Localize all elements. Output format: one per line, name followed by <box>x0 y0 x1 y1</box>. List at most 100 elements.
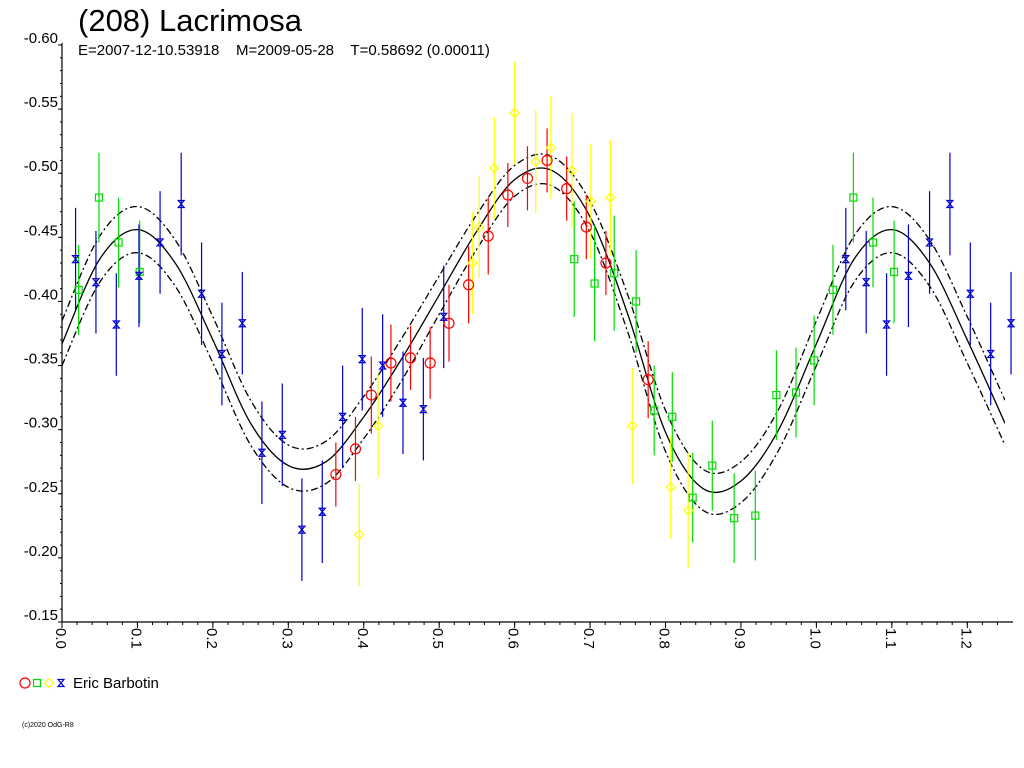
blue-data-point <box>297 525 307 534</box>
x-tick-label: 0.6 <box>505 628 522 649</box>
x-tick-label: 0.7 <box>580 628 597 649</box>
fit-curve <box>62 167 1005 494</box>
x-tick-label: 0.4 <box>354 628 371 649</box>
y-tick-label: -0.40 <box>24 286 58 303</box>
yellow-data-point <box>353 529 365 541</box>
blue-data-point <box>237 319 247 328</box>
blue-data-point <box>317 507 327 516</box>
red-data-point <box>642 374 654 386</box>
yellow-data-point <box>488 162 500 174</box>
blue-data-point <box>357 355 367 364</box>
green-data-point <box>114 238 123 247</box>
blue-data-point <box>841 255 851 264</box>
legend-markers <box>19 677 66 689</box>
blue-data-point <box>861 278 871 287</box>
y-tick-label: -0.15 <box>24 607 58 624</box>
legend-marker-yellow <box>43 677 55 689</box>
red-data-point <box>443 317 455 329</box>
red-data-point <box>502 189 514 201</box>
blue-data-point <box>986 349 995 359</box>
yellow-data-point <box>566 165 578 177</box>
blue-data-point <box>338 412 347 421</box>
red-data-point <box>330 468 342 481</box>
error-bars <box>74 61 1012 587</box>
green-data-point <box>94 193 104 202</box>
red-data-point <box>561 183 573 195</box>
yellow-data-point <box>585 196 597 207</box>
blue-data-point <box>965 289 975 298</box>
green-data-point <box>610 269 619 278</box>
x-tick-label: 1.1 <box>882 628 899 649</box>
y-tick-label: -0.55 <box>24 94 58 111</box>
red-data-point <box>424 357 436 369</box>
blue-data-point <box>398 398 408 407</box>
green-data-point <box>810 356 819 365</box>
red-data-point <box>521 172 534 184</box>
blue-data-point <box>1006 319 1016 328</box>
red-data-point <box>349 443 362 455</box>
envelope-upper-curve <box>62 153 1005 475</box>
legend-marker-blue <box>56 678 66 688</box>
blue-data-point <box>277 430 287 439</box>
y-tick-label: -0.25 <box>24 479 58 496</box>
green-data-point <box>849 193 858 202</box>
x-tick-label: 0.0 <box>52 628 69 649</box>
green-data-point <box>590 279 599 288</box>
green-data-point <box>688 493 697 502</box>
green-data-point <box>570 255 579 264</box>
y-tick-label: -0.45 <box>24 222 58 239</box>
blue-data-point <box>378 361 387 370</box>
yellow-data-point <box>545 142 557 153</box>
x-tick-label: 0.5 <box>429 628 446 649</box>
chart-title: (208) Lacrimosa <box>78 3 302 38</box>
blue-data-point <box>257 448 267 457</box>
blue-data-point <box>197 289 206 298</box>
yellow-data-point <box>473 221 485 233</box>
blue-data-point <box>419 405 428 414</box>
green-data-point <box>751 511 760 520</box>
blue-data-point <box>945 199 955 209</box>
green-data-point <box>730 514 739 523</box>
legend: Eric Barbotin <box>19 674 159 692</box>
blue-data-point <box>155 238 165 247</box>
red-data-point <box>541 154 553 166</box>
red-data-point <box>600 257 612 269</box>
blue-data-point <box>112 320 121 329</box>
blue-data-point <box>134 271 144 280</box>
x-tick-label: 0.2 <box>203 628 220 649</box>
x-tick-label: 1.0 <box>806 628 823 649</box>
yellow-data-point <box>530 156 542 168</box>
green-data-point <box>868 238 878 247</box>
green-data-point <box>74 285 83 295</box>
y-tick-label: -0.30 <box>24 415 58 432</box>
copyright-note: (c)2020 OdG-R8 <box>22 722 74 729</box>
yellow-data-point <box>509 107 520 119</box>
green-data-point <box>890 267 899 277</box>
model-curves <box>62 153 1005 516</box>
x-tick-label: 0.1 <box>127 628 144 649</box>
y-tick-label: -0.35 <box>24 351 58 368</box>
red-data-point <box>404 352 417 364</box>
blue-data-point <box>439 312 449 321</box>
y-tick-label: -0.50 <box>24 158 58 175</box>
green-data-point <box>791 388 801 397</box>
red-data-point <box>580 221 592 233</box>
green-data-point <box>631 297 641 306</box>
blue-data-point <box>904 271 913 280</box>
chart-subtitle: E=2007-12-10.53918 M=2009-05-28 T=0.5869… <box>78 42 490 59</box>
data-points <box>71 107 1016 541</box>
red-data-point <box>385 357 397 369</box>
blue-data-point <box>217 349 227 359</box>
blue-data-point <box>91 278 101 287</box>
blue-data-point <box>882 320 891 329</box>
yellow-data-point <box>682 505 694 516</box>
legend-marker-green <box>32 678 42 688</box>
green-data-point <box>668 412 677 421</box>
envelope-lower-curve <box>62 183 1005 516</box>
lightcurve-plot: -0.60 -0.55 -0.50 -0.45 -0.40 -0.35 -0.30 -0.25… <box>24 30 1016 649</box>
x-tick-label: 1.2 <box>957 628 974 649</box>
yellow-data-point <box>605 192 616 203</box>
green-data-point <box>708 461 717 470</box>
red-data-point <box>365 389 377 401</box>
yellow-data-point <box>626 420 638 432</box>
